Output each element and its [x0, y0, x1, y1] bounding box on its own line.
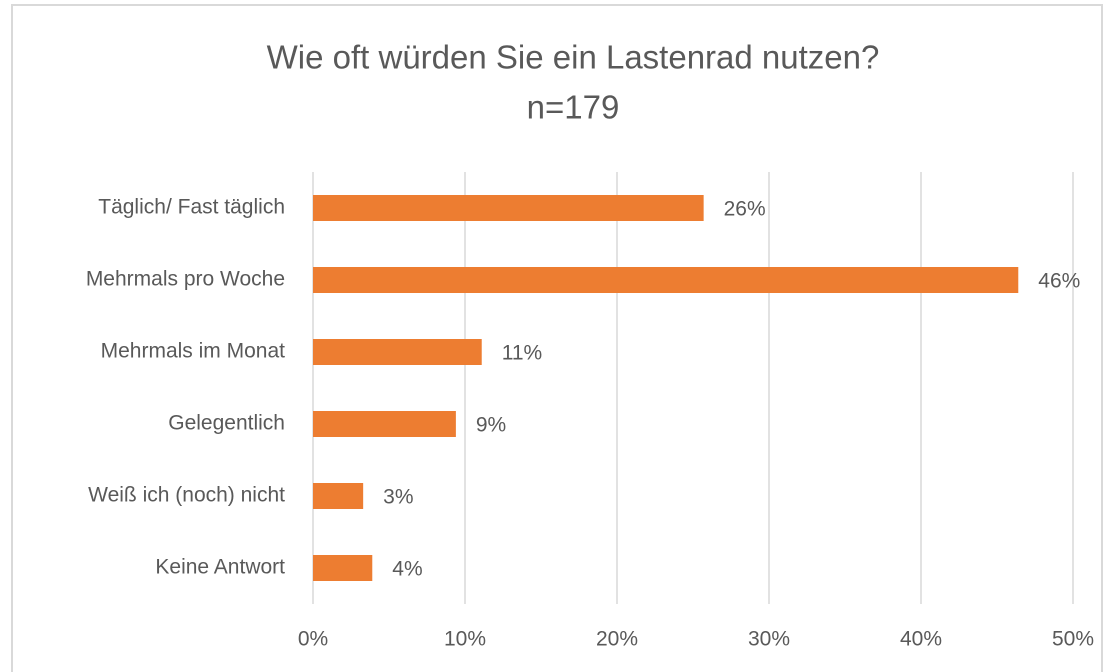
- bar: [313, 483, 364, 509]
- y-tick-label: Mehrmals pro Woche: [86, 268, 285, 291]
- chart-title: Wie oft würden Sie ein Lastenrad nutzen?: [267, 39, 880, 76]
- x-tick-label: 40%: [900, 628, 942, 651]
- bar: [313, 339, 482, 365]
- x-tick-label: 50%: [1052, 628, 1094, 651]
- y-tick-label: Keine Antwort: [155, 556, 285, 579]
- value-label: 4%: [392, 558, 422, 581]
- bar: [313, 411, 456, 437]
- x-tick-label: 20%: [596, 628, 638, 651]
- x-tick-label: 10%: [444, 628, 486, 651]
- value-label: 26%: [724, 198, 766, 221]
- x-tick-label: 0%: [298, 628, 328, 651]
- y-tick-label: Täglich/ Fast täglich: [98, 196, 285, 219]
- value-label: 11%: [502, 342, 542, 365]
- chart-subtitle: n=179: [527, 89, 620, 126]
- bar: [313, 555, 373, 581]
- y-tick-label: Gelegentlich: [168, 412, 285, 435]
- value-label: 46%: [1038, 270, 1080, 293]
- value-label: 9%: [476, 414, 506, 437]
- bar: [313, 267, 1019, 293]
- value-label: 3%: [383, 486, 413, 509]
- y-tick-label: Mehrmals im Monat: [101, 340, 286, 363]
- bar: [313, 195, 704, 221]
- y-tick-label: Weiß ich (noch) nicht: [88, 484, 285, 507]
- x-tick-label: 30%: [748, 628, 790, 651]
